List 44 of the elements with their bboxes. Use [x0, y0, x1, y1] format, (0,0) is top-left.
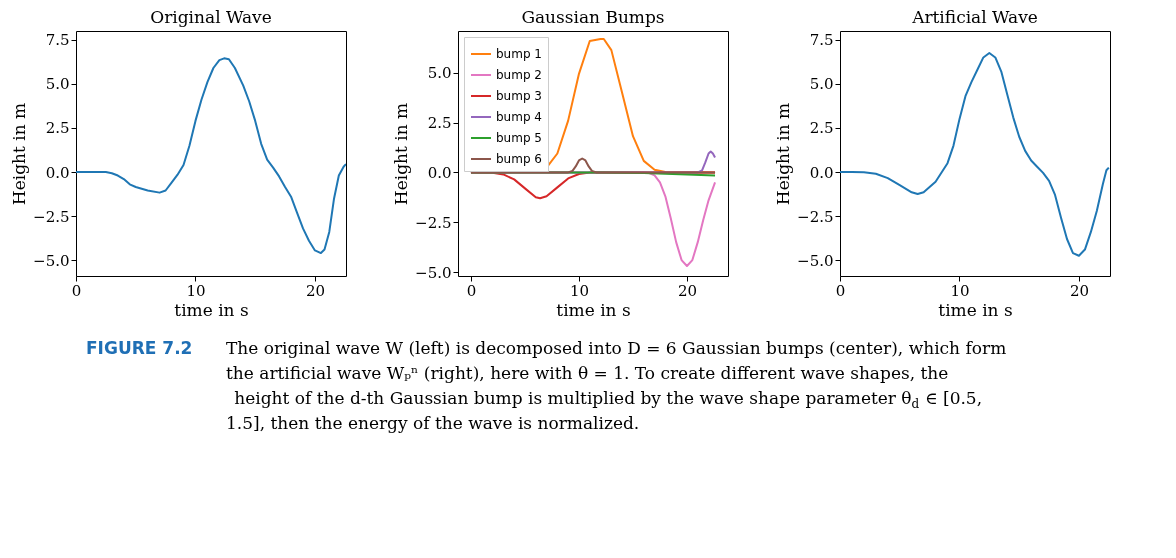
- y-tick-label: 0.0: [427, 163, 452, 182]
- line-series: [76, 57, 346, 255]
- legend-label: bump 3: [496, 89, 542, 103]
- caption: FIGURE 7.2: [86, 338, 193, 358]
- y-tick-label: 5.0: [809, 75, 834, 94]
- y-tick-label: 7.5: [809, 31, 834, 50]
- y-tick-label: 0.0: [809, 163, 834, 182]
- x-axis-title: time in s: [938, 299, 1013, 320]
- y-tick-label: −5.0: [33, 251, 70, 270]
- x-tick-label: 10: [950, 281, 970, 300]
- legend-label: bump 4: [496, 110, 542, 124]
- x-tick-label: 20: [677, 281, 698, 300]
- x-tick-label: 0: [71, 281, 82, 300]
- line-series: [840, 52, 1110, 257]
- y-tick-label: 2.5: [427, 114, 452, 133]
- y-tick-label: 5.0: [45, 75, 70, 94]
- chart-title: Original Wave: [150, 7, 272, 27]
- x-tick-label: 10: [569, 281, 590, 300]
- x-tick-label: 10: [186, 281, 206, 300]
- x-tick-label: 20: [305, 281, 325, 300]
- y-tick-label: 7.5: [45, 31, 70, 50]
- y-axis-title: Height in m: [773, 102, 794, 206]
- x-tick-label: 0: [466, 281, 477, 300]
- y-tick-label: 5.0: [427, 64, 452, 83]
- x-tick-label: 20: [1069, 281, 1089, 300]
- y-axis-title: Height in m: [391, 102, 412, 206]
- y-tick-label: 0.0: [45, 163, 70, 182]
- y-tick-label: −2.5: [415, 213, 452, 232]
- legend-label: bump 5: [496, 131, 542, 145]
- y-tick-label: −5.0: [415, 263, 452, 282]
- chart-title: Artificial Wave: [911, 7, 1038, 27]
- x-axis-title: time in s: [556, 299, 631, 320]
- y-tick-label: −5.0: [797, 251, 834, 270]
- y-tick-label: −2.5: [797, 207, 834, 226]
- y-tick-label: 2.5: [45, 119, 70, 138]
- y-axis-title: Height in m: [9, 102, 30, 206]
- x-tick-label: 0: [835, 281, 846, 300]
- chart-title: Gaussian Bumps: [521, 7, 665, 27]
- legend-label: bump 1: [496, 47, 542, 61]
- x-axis-title: time in s: [174, 299, 249, 320]
- legend-label: bump 2: [496, 68, 542, 82]
- legend-label: bump 6: [496, 152, 542, 166]
- y-tick-label: 2.5: [809, 119, 834, 138]
- y-tick-label: −2.5: [33, 207, 70, 226]
